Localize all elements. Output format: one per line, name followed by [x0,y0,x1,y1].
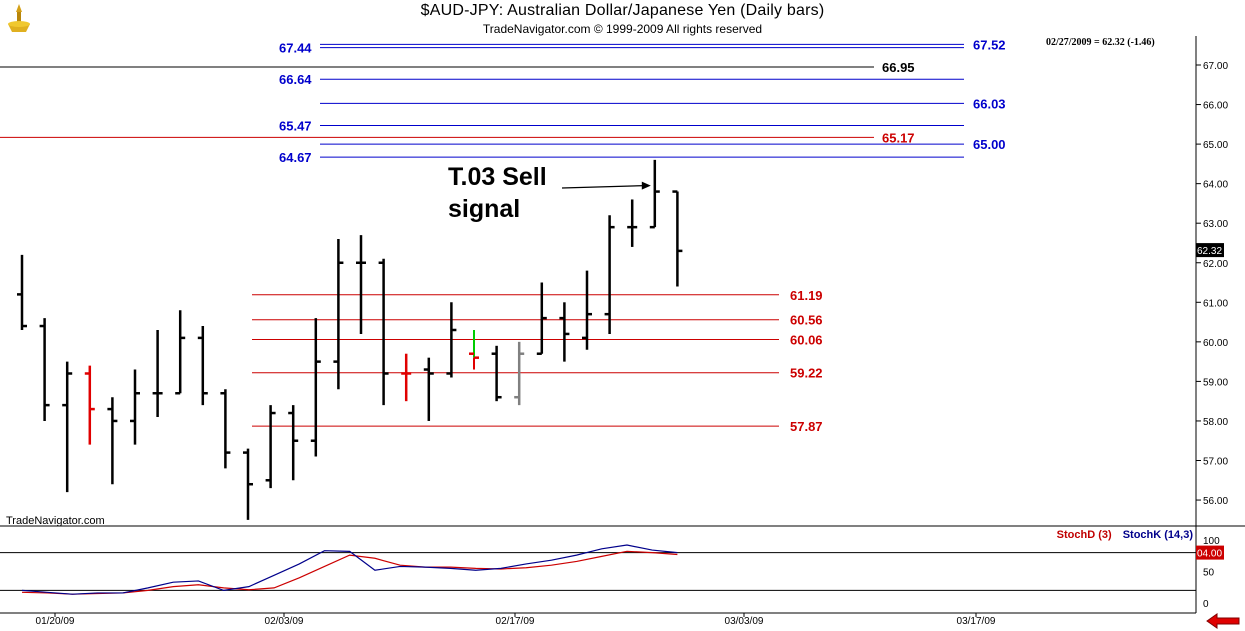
x-tick-label: 02/03/09 [265,616,304,627]
stoch-y-tick-label: 50 [1203,568,1215,579]
last-price-box [1196,243,1224,258]
y-tick-label: 59.00 [1203,377,1228,388]
annotation-arrow-head [641,181,651,190]
stoch-k-line [21,544,678,595]
y-tick-label: 60.00 [1203,338,1228,349]
y-tick-label: 64.00 [1203,180,1228,191]
stochastic-legend: StochD (3) StochK (14,3) [1057,529,1193,541]
annotation-arrow-line [561,185,645,189]
sell-signal-annotation: signal [448,195,520,223]
y-tick-label: 67.00 [1203,61,1228,72]
x-tick-label: 02/17/09 [496,616,535,627]
y-tick-label: 61.00 [1203,298,1228,309]
support-level-label: 61.19 [790,288,823,303]
stoch-last-label: 04.00 [1197,549,1222,560]
fib-level-label: 65.47 [279,119,312,134]
fib-level-label: 64.67 [279,150,312,165]
support-level-label: 60.56 [790,313,823,328]
support-level-label: 59.22 [790,366,823,381]
fib-level-label: 66.03 [973,96,1006,111]
x-tick-label: 03/17/09 [957,616,996,627]
y-tick-label: 65.00 [1203,140,1228,151]
x-tick-label: 03/03/09 [725,616,764,627]
chart-title: $AUD-JPY: Australian Dollar/Japanese Yen… [420,2,825,19]
support-level-label: 60.06 [790,332,823,347]
stoch-k-legend: StochK (14,3) [1122,529,1193,541]
fib-level-label: 67.44 [279,41,312,56]
stoch-d-line [21,550,678,595]
stoch-y-tick-label: 100 [1203,536,1220,547]
stoch-last-box [1196,545,1224,560]
y-tick-label: 56.00 [1203,496,1228,507]
support-level-label: 57.87 [790,419,823,434]
fib-level-label: 66.95 [882,60,915,75]
tradenavigator-logo-icon [8,4,30,32]
y-tick-label: 57.00 [1203,457,1228,468]
stoch-d-legend: StochD (3) [1056,529,1112,541]
last-price-label: 62.32 [1197,246,1222,257]
y-tick-label: 58.00 [1203,417,1228,428]
fib-level-label: 67.52 [973,37,1006,52]
y-tick-label: 62.00 [1203,259,1228,270]
copyright-text: TradeNavigator.com © 1999-2009 All right… [482,22,763,36]
fib-level-label: 65.17 [882,130,915,145]
price-readout: 02/27/2009 = 62.32 (-1.46) [1046,37,1155,48]
sell-signal-annotation: T.03 Sell [448,163,547,191]
fib-level-label: 66.64 [279,72,312,87]
brand-watermark: TradeNavigator.com [6,515,105,527]
stoch-y-tick-label: 0 [1203,599,1209,610]
y-tick-label: 63.00 [1203,219,1228,230]
fib-level-label: 65.00 [973,137,1006,152]
y-tick-label: 66.00 [1203,101,1228,112]
scroll-left-arrow-icon[interactable] [1205,613,1241,629]
x-tick-label: 01/20/09 [36,616,75,627]
